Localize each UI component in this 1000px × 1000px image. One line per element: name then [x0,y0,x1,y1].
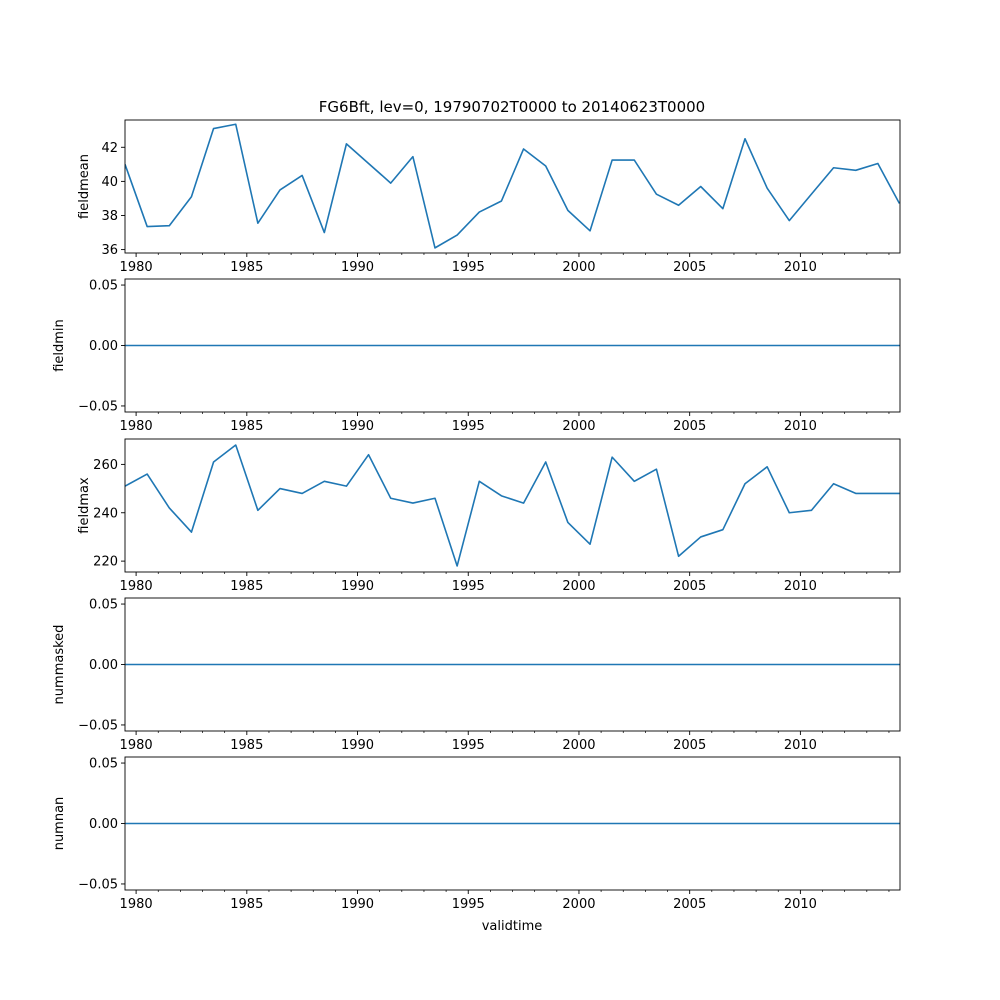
y-tick-label-nummasked-0: −0.05 [78,718,118,733]
x-tick-label-fieldmax-4: 2000 [562,579,595,594]
y-tick-label-fieldmean-1: 38 [101,209,118,224]
subplot-numnan: −0.05 0.00 0.05 1980 1985 1990 1995 2000 2005 201… [52,757,901,912]
y-axis-label-fieldmean: fieldmean [77,154,92,219]
x-tick-label-numnan-4: 2000 [562,897,595,912]
x-tick-label-nummasked-3: 1995 [452,738,485,753]
x-tick-label-fieldmin-2: 1990 [341,419,374,434]
x-tick-label-numnan-0: 1980 [120,897,153,912]
x-tick-label-fieldmax-1: 1985 [230,579,263,594]
y-tick-label-numnan-0: −0.05 [78,877,118,892]
y-axis-label-fieldmin: fieldmin [52,319,67,372]
x-tick-label-fieldmax-6: 2010 [784,579,817,594]
x-tick-label-nummasked-2: 1990 [341,738,374,753]
y-axis-label-numnan: numnan [52,797,67,851]
x-tick-label-fieldmax-3: 1995 [452,579,485,594]
x-tick-label-fieldmean-1: 1985 [230,260,263,275]
x-tick-label-nummasked-1: 1985 [230,738,263,753]
x-tick-label-numnan-1: 1985 [230,897,263,912]
x-tick-label-fieldmean-0: 1980 [120,260,153,275]
y-tick-label-numnan-2: 0.05 [89,757,118,772]
series-line-fieldmax-0 [125,444,900,567]
x-tick-label-nummasked-0: 1980 [120,738,153,753]
x-tick-label-fieldmin-5: 2005 [673,419,706,434]
x-tick-label-fieldmin-1: 1985 [230,419,263,434]
y-axis-label-nummasked: nummasked [52,625,67,705]
y-tick-label-fieldmin-0: −0.05 [78,399,118,414]
y-tick-label-nummasked-2: 0.05 [89,598,118,613]
x-tick-label-numnan-5: 2005 [673,897,706,912]
x-tick-label-fieldmax-5: 2005 [673,579,706,594]
y-tick-label-fieldmin-1: 0.00 [89,339,118,354]
y-tick-label-fieldmin-2: 0.05 [89,279,118,294]
subplots: 36 38 40 42 1980 1985 1990 1995 2000 2005 2010 fiel… [52,119,901,912]
x-tick-label-numnan-3: 1995 [452,897,485,912]
y-tick-label-fieldmean-0: 36 [101,243,118,258]
x-tick-label-fieldmin-4: 2000 [562,419,595,434]
y-tick-label-fieldmax-2: 260 [93,458,118,473]
series-line-fieldmean-0 [125,123,900,249]
x-tick-label-fieldmean-5: 2005 [673,260,706,275]
y-tick-label-nummasked-1: 0.00 [89,658,118,673]
x-tick-label-nummasked-6: 2010 [784,738,817,753]
x-tick-label-fieldmin-3: 1995 [452,419,485,434]
x-tick-label-fieldmean-3: 1995 [452,260,485,275]
x-tick-label-fieldmean-4: 2000 [562,260,595,275]
x-tick-label-fieldmean-6: 2010 [784,260,817,275]
x-tick-label-numnan-6: 2010 [784,897,817,912]
x-tick-label-nummasked-4: 2000 [562,738,595,753]
y-axis-label-fieldmax: fieldmax [77,477,92,534]
subplot-fieldmax: 220 240 260 1980 1985 1990 1995 2000 2005 2010 fie… [77,438,901,594]
x-axis-label: validtime [482,919,543,934]
x-tick-label-fieldmax-0: 1980 [120,579,153,594]
x-tick-label-fieldmax-2: 1990 [341,579,374,594]
y-tick-label-fieldmax-0: 220 [93,555,118,570]
x-tick-label-fieldmean-2: 1990 [341,260,374,275]
figure-title: FG6Bft, lev=0, 19790702T0000 to 20140623… [319,98,705,116]
x-tick-label-fieldmin-6: 2010 [784,419,817,434]
x-tick-label-nummasked-5: 2005 [673,738,706,753]
y-tick-label-numnan-1: 0.00 [89,817,118,832]
x-tick-label-numnan-2: 1990 [341,897,374,912]
x-tick-label-fieldmin-0: 1980 [120,419,153,434]
y-tick-label-fieldmean-3: 42 [101,141,118,156]
subplot-fieldmean: 36 38 40 42 1980 1985 1990 1995 2000 2005 2010 fiel… [77,119,901,275]
subplot-nummasked: −0.05 0.00 0.05 1980 1985 1990 1995 2000 2005 201… [52,598,901,753]
subplot-fieldmin: −0.05 0.00 0.05 1980 1985 1990 1995 2000 2005 201… [52,279,901,434]
y-tick-label-fieldmean-2: 40 [101,175,118,190]
y-tick-label-fieldmax-1: 240 [93,506,118,521]
